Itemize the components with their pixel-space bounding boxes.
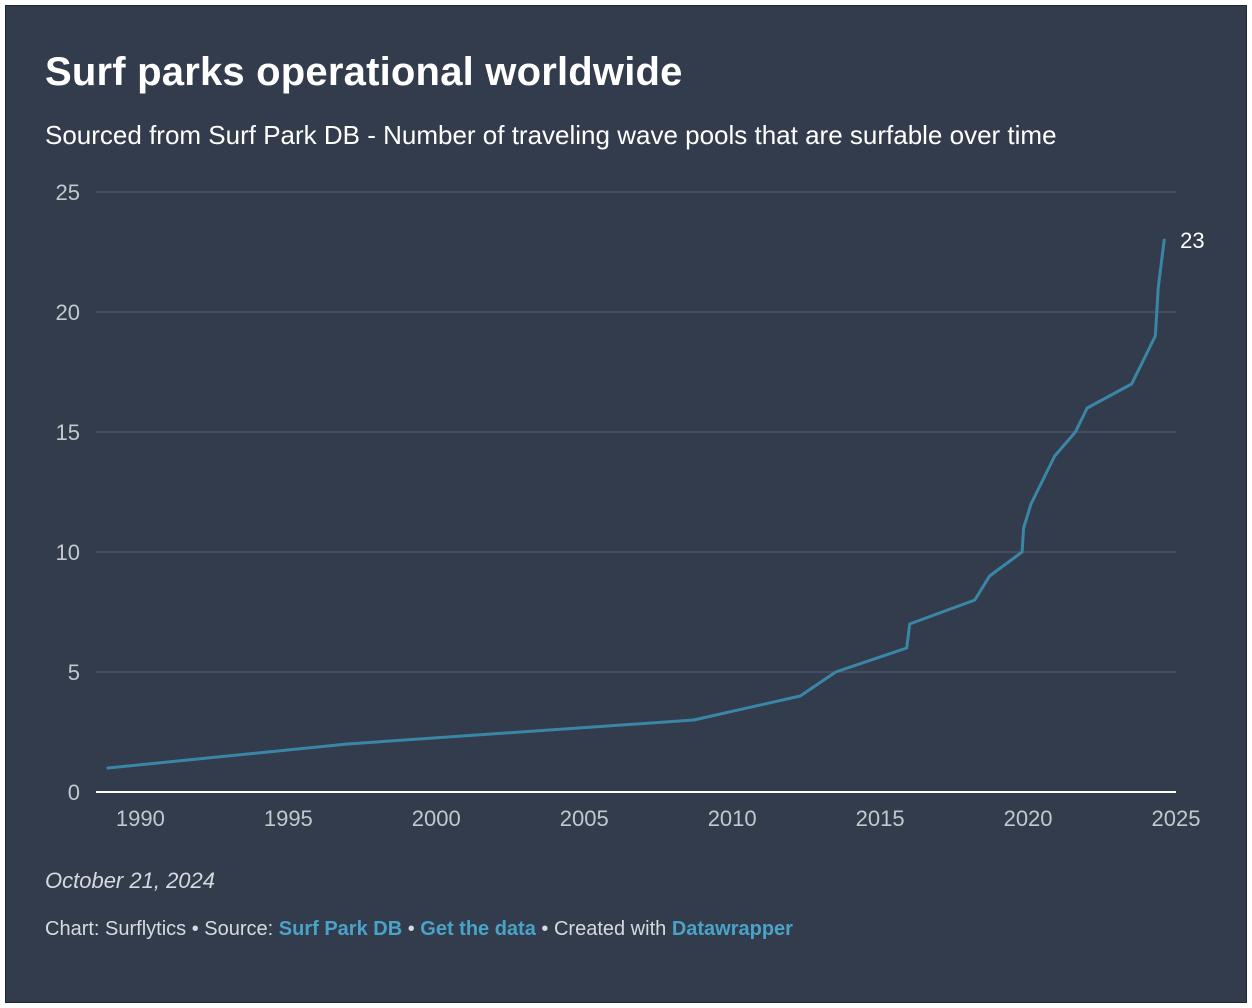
- y-tick-label: 25: [56, 180, 80, 205]
- get-data-link[interactable]: Get the data: [420, 918, 536, 940]
- series-line: [106, 238, 1166, 770]
- series-layer: 23: [106, 228, 1205, 770]
- footer-separator: •: [186, 918, 205, 940]
- chart-credit: Chart: Surflytics: [45, 918, 187, 940]
- x-tick-label: 2000: [412, 806, 461, 831]
- y-tick-label: 20: [56, 300, 80, 325]
- source-prefix: Source:: [204, 918, 279, 940]
- chart-subtitle: Sourced from Surf Park DB - Number of tr…: [45, 120, 1057, 150]
- chart-date: October 21, 2024: [45, 868, 216, 893]
- chart-title: Surf parks operational worldwide: [45, 50, 683, 94]
- x-axis: 1990 1995 2000 2005 2010 2015 2020 2025: [116, 806, 1201, 831]
- gridlines: [96, 191, 1176, 793]
- created-prefix: Created with: [553, 918, 672, 940]
- y-tick-label: 0: [68, 780, 80, 805]
- chart-footer: Chart: Surflytics • Source: Surf Park DB…: [45, 918, 793, 941]
- chart-frame: [5, 5, 1247, 1003]
- y-tick-label: 15: [56, 420, 80, 445]
- x-tick-label: 2005: [560, 806, 609, 831]
- y-tick-label: 10: [56, 540, 80, 565]
- y-axis: 0 5 10 15 20 25: [56, 180, 80, 805]
- x-tick-label: 2010: [708, 806, 757, 831]
- footer-separator: •: [535, 918, 554, 940]
- data-label: 23: [1180, 228, 1204, 253]
- footer-separator: •: [402, 918, 421, 940]
- x-tick-label: 2020: [1004, 806, 1053, 831]
- x-tick-label: 2025: [1152, 806, 1201, 831]
- x-tick-label: 1995: [264, 806, 313, 831]
- x-tick-label: 1990: [116, 806, 165, 831]
- source-link[interactable]: Surf Park DB: [278, 918, 403, 940]
- x-tick-label: 2015: [856, 806, 905, 831]
- y-tick-label: 5: [68, 660, 80, 685]
- datawrapper-link[interactable]: Datawrapper: [671, 918, 793, 940]
